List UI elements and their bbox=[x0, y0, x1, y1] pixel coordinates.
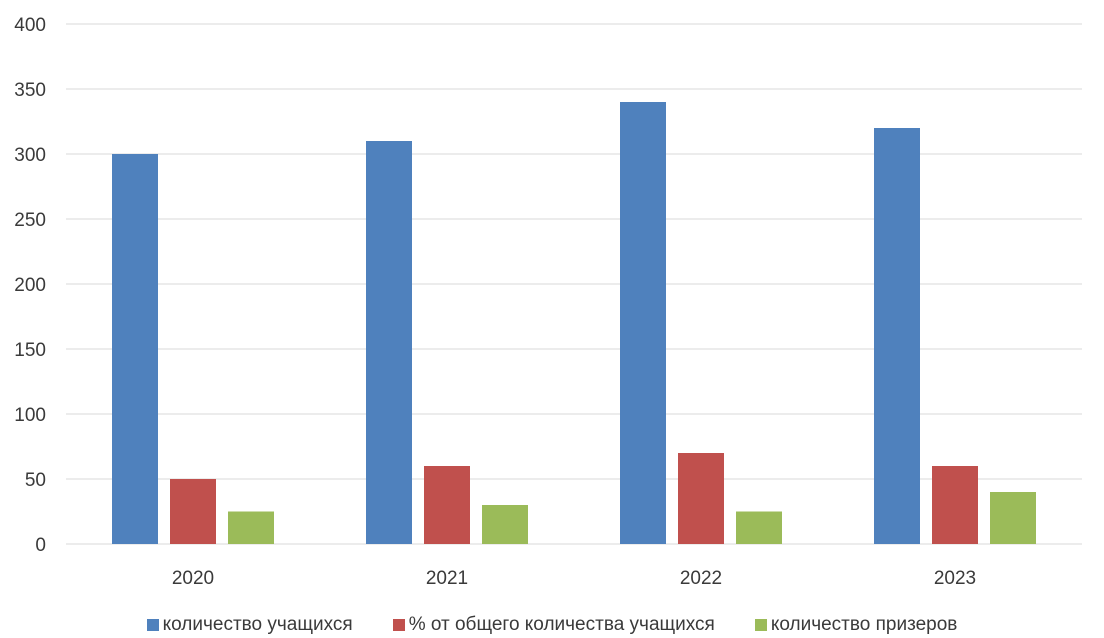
y-tick-label: 400 bbox=[14, 15, 46, 36]
bar-2021-series-3 bbox=[482, 505, 528, 544]
legend-swatch bbox=[392, 619, 405, 631]
y-axis-tick-labels: 0 50 100 150 200 250 300 350 400 bbox=[14, 15, 46, 556]
y-tick-label: 0 bbox=[35, 535, 46, 556]
legend-item: количество учащихся bbox=[146, 614, 353, 636]
bar-2020-series-1 bbox=[112, 154, 158, 544]
legend-label: % от общего количества учащихся bbox=[408, 614, 715, 635]
bar-2022-series-3 bbox=[736, 511, 782, 544]
x-tick-label: 2022 bbox=[680, 568, 722, 589]
x-tick-label: 2020 bbox=[172, 568, 214, 589]
y-tick-label: 50 bbox=[25, 470, 46, 491]
bar-2022-series-2 bbox=[678, 453, 724, 544]
legend-swatch bbox=[146, 619, 159, 631]
x-tick-label: 2023 bbox=[934, 568, 976, 589]
bar-2021-series-1 bbox=[366, 141, 412, 544]
bar-2020-series-3 bbox=[228, 511, 274, 544]
x-tick-label: 2021 bbox=[426, 568, 468, 589]
legend-item: % от общего количества учащихся bbox=[392, 614, 715, 636]
gridlines bbox=[66, 23, 1082, 545]
y-tick-label: 200 bbox=[14, 275, 46, 296]
legend-label: количество призеров bbox=[770, 614, 958, 635]
legend: количество учащихся % от общего количеств… bbox=[0, 612, 1104, 638]
bar-2021-series-2 bbox=[424, 466, 470, 544]
bar-2023-series-1 bbox=[874, 128, 920, 544]
legend-swatch bbox=[754, 619, 767, 631]
bar-2022-series-1 bbox=[620, 102, 666, 544]
y-tick-label: 100 bbox=[14, 405, 46, 426]
bar-2020-series-2 bbox=[170, 479, 216, 544]
y-tick-label: 250 bbox=[14, 210, 46, 231]
bars bbox=[112, 102, 1036, 544]
y-tick-label: 350 bbox=[14, 80, 46, 101]
legend-item: количество призеров bbox=[754, 614, 958, 636]
legend-label: количество учащихся bbox=[162, 614, 353, 635]
bar-2023-series-2 bbox=[932, 466, 978, 544]
y-tick-label: 150 bbox=[14, 340, 46, 361]
y-tick-label: 300 bbox=[14, 145, 46, 166]
x-axis-tick-labels: 2020 2021 2022 2023 bbox=[172, 568, 976, 589]
bar-2023-series-3 bbox=[990, 492, 1036, 544]
